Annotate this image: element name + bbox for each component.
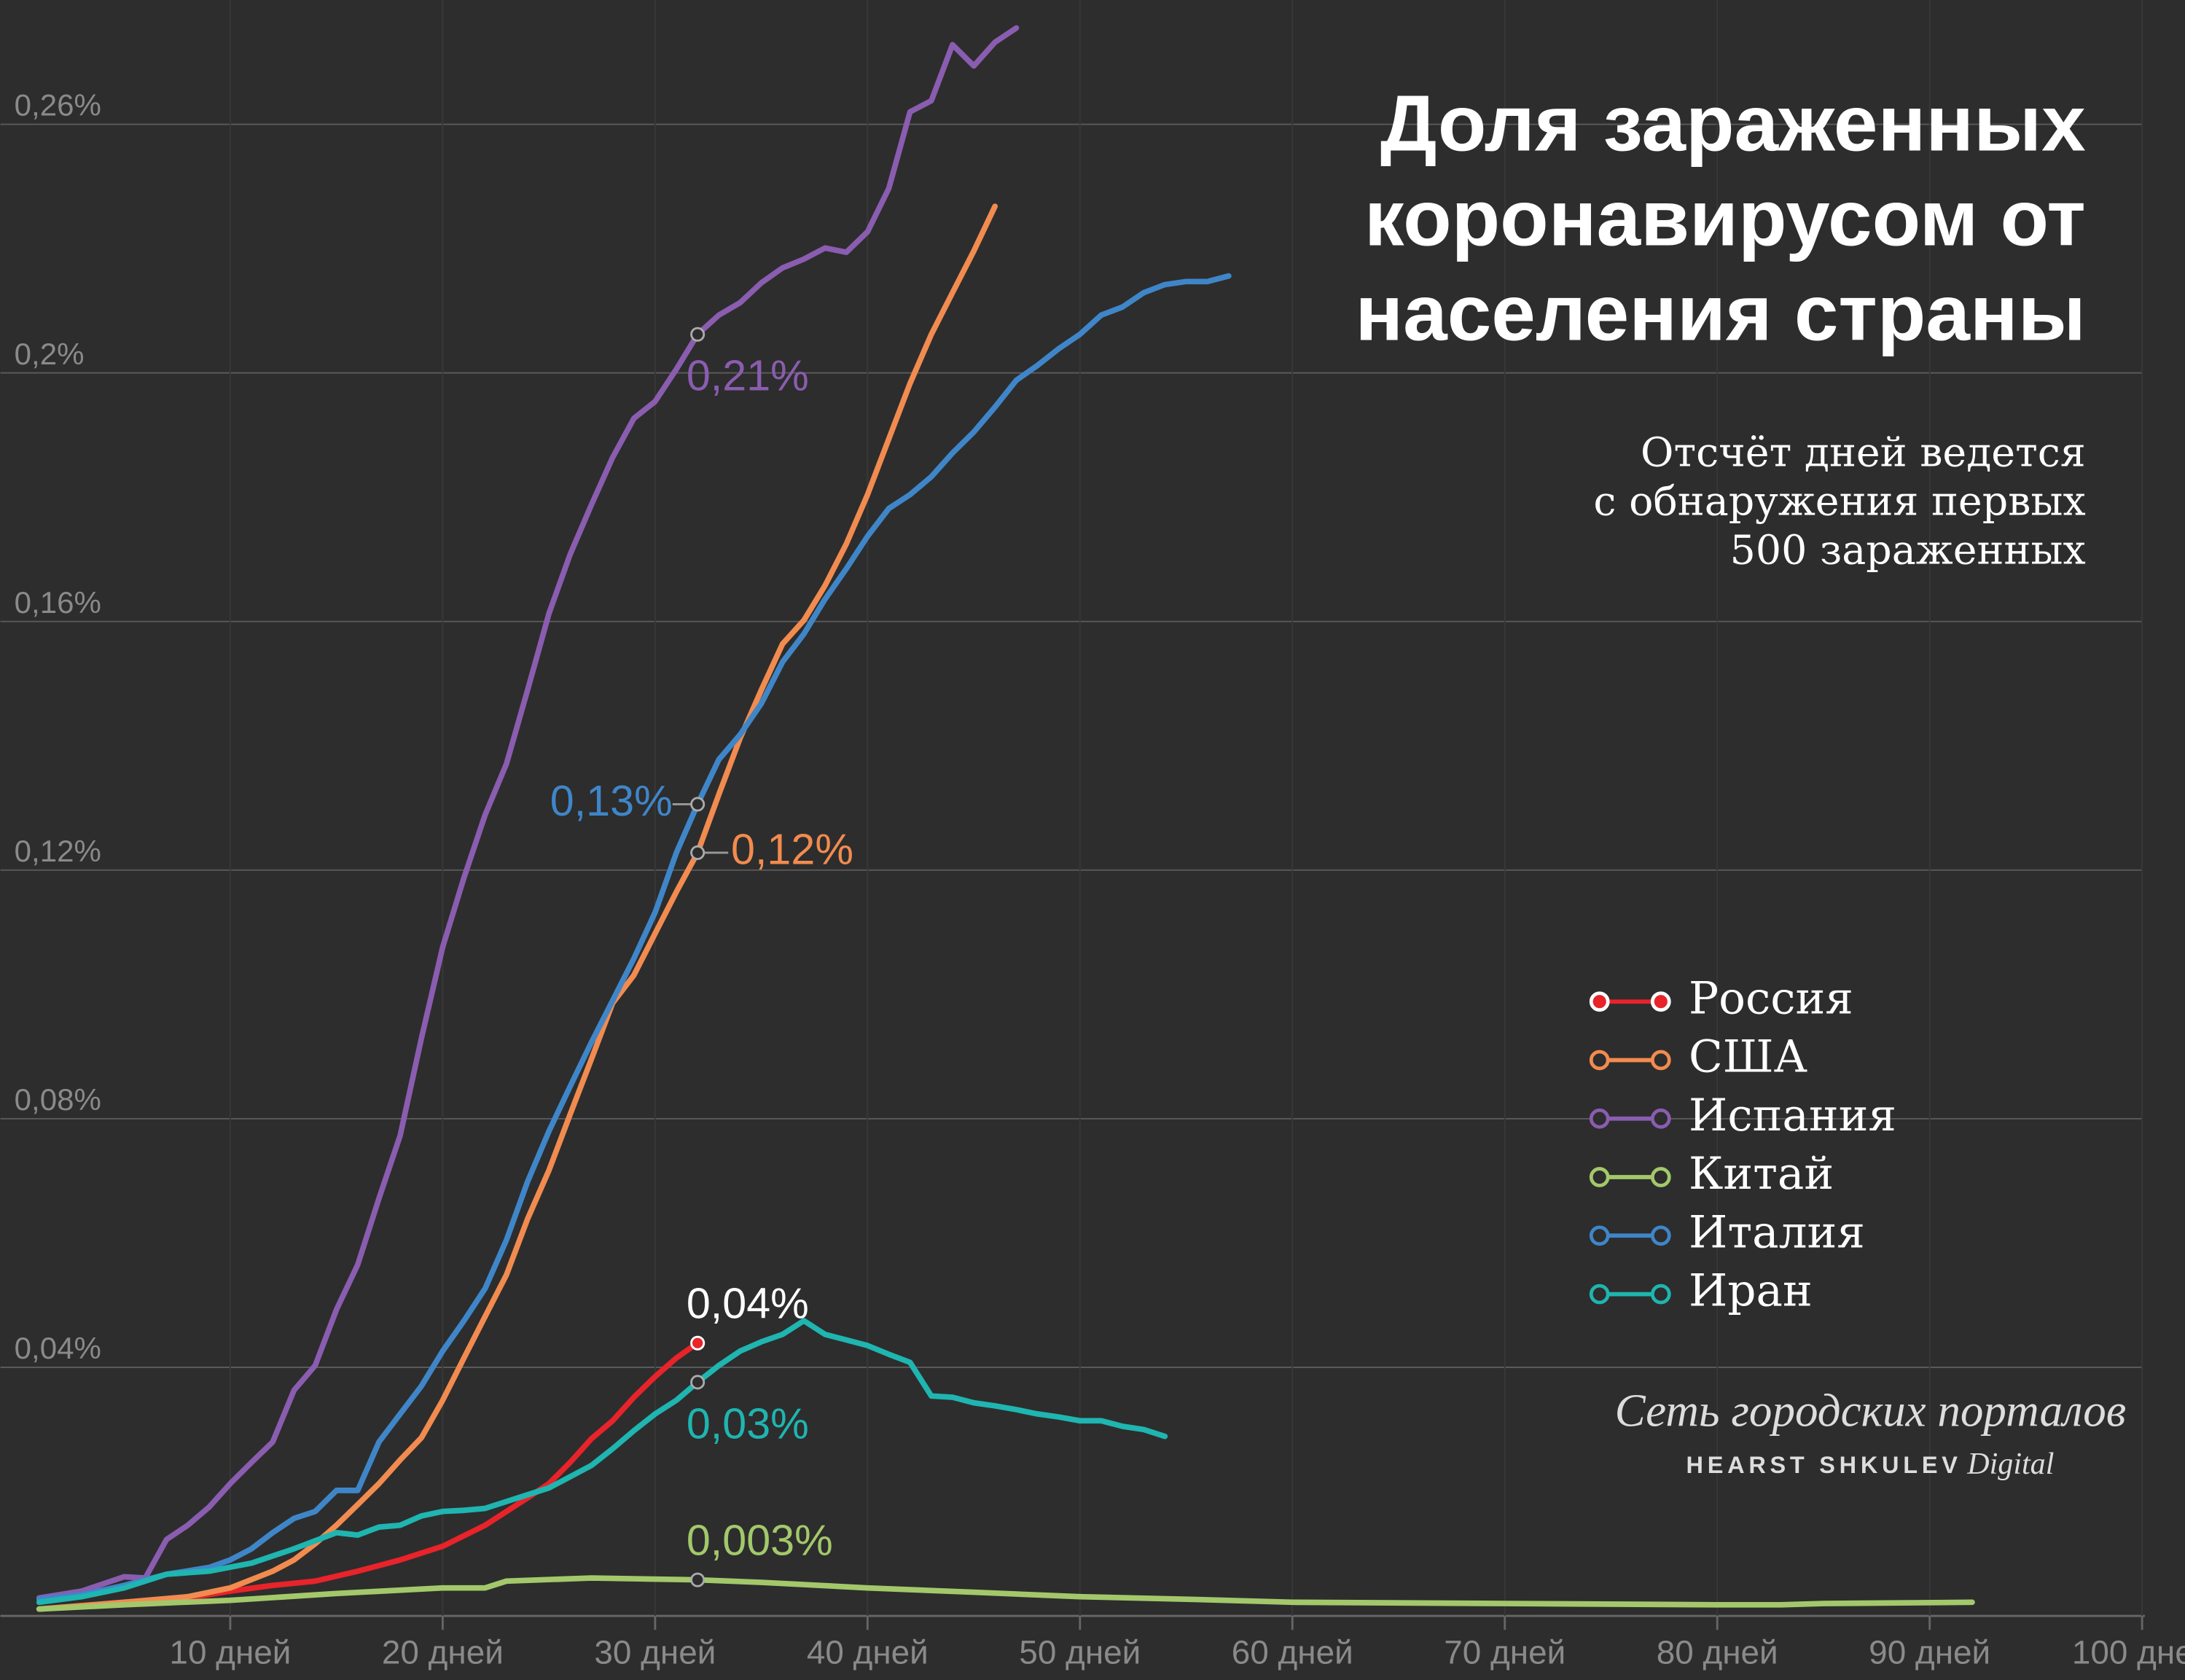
legend-item: Иран	[1589, 1265, 1813, 1317]
logo-text: Сеть городских порталов	[1615, 1385, 2126, 1436]
annotation-label: 0,003%	[687, 1516, 833, 1565]
legend-marker	[1589, 991, 1610, 1012]
legend-item: Китай	[1589, 1148, 1834, 1200]
legend-marker	[1589, 1108, 1610, 1129]
series-line	[36, 273, 1232, 1602]
legend-label: Китай	[1689, 1148, 1834, 1200]
logo-suffix: Digital	[1966, 1447, 2054, 1481]
legend-label: Иран	[1689, 1265, 1813, 1317]
series-line	[36, 1318, 1168, 1606]
annotation-label: 0,04%	[687, 1279, 809, 1328]
x-tick-label: 90 дней	[1869, 1633, 1990, 1671]
annotation-dot	[690, 327, 705, 342]
annotation-dot	[690, 1335, 705, 1351]
x-tick-label: 80 дней	[1657, 1633, 1778, 1671]
subtitle: с обнаружения первых	[1593, 478, 2085, 525]
legend-marker	[1589, 1225, 1610, 1246]
legend-marker	[1589, 1050, 1610, 1071]
annotation-label: 0,21%	[687, 351, 809, 400]
annotation-label: 0,03%	[687, 1399, 809, 1447]
x-tick-label: 60 дней	[1232, 1633, 1353, 1671]
series-line	[36, 1575, 1975, 1612]
chart-title: коронавирусом от	[1364, 173, 2086, 262]
annotation-label: 0,13%	[550, 776, 673, 825]
logo-brand: HEARST SHKULEV	[1686, 1452, 1962, 1478]
x-tick-label: 50 дней	[1019, 1633, 1141, 1671]
y-tick-label: 0,2%	[15, 337, 85, 371]
annotation-dot	[690, 845, 705, 860]
legend-label: Россия	[1689, 972, 1853, 1024]
annotation-dot	[690, 1572, 705, 1587]
plot: 0,04% 0,12% 0,21% 0,003% 0,13% 0,03%	[36, 25, 1975, 1612]
x-tick-label: 40 дней	[807, 1633, 929, 1671]
legend-item: Испания	[1589, 1090, 1896, 1141]
chart-title: населения страны	[1355, 268, 2085, 357]
y-tick-label: 0,12%	[15, 834, 101, 868]
x-tick-label: 70 дней	[1444, 1633, 1566, 1671]
subtitle: Отсчёт дней ведется	[1641, 429, 2086, 476]
legend-label: Италия	[1689, 1206, 1865, 1258]
chart-title: Доля зараженных	[1380, 79, 2086, 168]
y-tick-label: 0,04%	[15, 1331, 101, 1365]
legend-marker	[1650, 1108, 1671, 1129]
x-tick-label: 100 дней	[2072, 1633, 2185, 1671]
y-tick-label: 0,08%	[15, 1082, 101, 1117]
series-line	[36, 25, 1020, 1601]
x-tick-label: 30 дней	[594, 1633, 716, 1671]
legend-label: Испания	[1689, 1090, 1896, 1141]
legend-item: Италия	[1589, 1206, 1865, 1258]
legend-marker	[1650, 1225, 1671, 1246]
legend-marker	[1589, 1167, 1610, 1187]
texts: Доля зараженных коронавирусом от населен…	[1355, 79, 2126, 1482]
legend-marker	[1589, 1284, 1610, 1305]
legend-item: США	[1589, 1031, 1807, 1083]
legend-label: США	[1689, 1031, 1807, 1083]
subtitle: 500 зараженных	[1730, 527, 2086, 574]
x-tick-label: 10 дней	[169, 1633, 291, 1671]
legend-marker	[1650, 1167, 1671, 1187]
annotation-dot	[690, 797, 705, 812]
y-tick-label: 0,16%	[15, 585, 101, 620]
legend-marker	[1650, 1050, 1671, 1071]
series-line	[36, 1340, 700, 1612]
annotation-label: 0,12%	[731, 825, 853, 874]
legend-marker	[1650, 1284, 1671, 1305]
legend-marker	[1650, 991, 1671, 1012]
legend-item: Россия	[1589, 972, 1853, 1024]
x-tick-label: 20 дней	[382, 1633, 504, 1671]
annotation-dot	[690, 1375, 705, 1390]
y-tick-label: 0,26%	[15, 88, 101, 122]
